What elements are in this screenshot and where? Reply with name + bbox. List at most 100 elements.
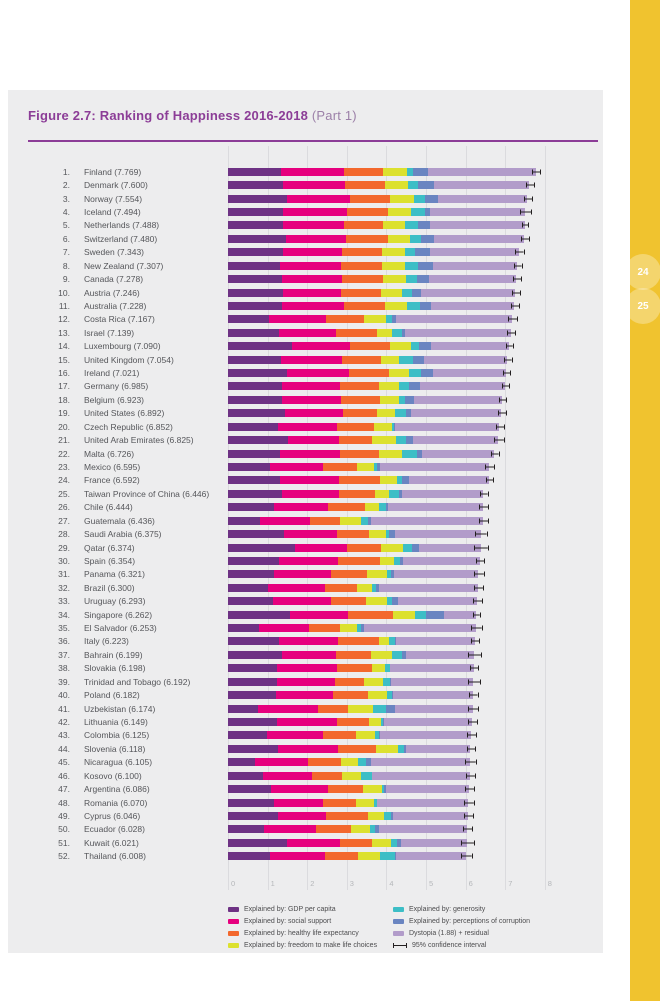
bar-segment-generosity	[397, 476, 402, 485]
bar-segment-gdp	[228, 275, 283, 284]
country-score-label: Slovakia (6.198)	[84, 663, 146, 674]
bar-segment-generosity	[370, 825, 376, 834]
stacked-bar	[228, 677, 545, 686]
rank-label: 1.	[62, 166, 70, 177]
bar-segment-social	[285, 234, 346, 243]
bar-segment-gdp	[228, 462, 271, 471]
country-score-label: Qatar (6.374)	[84, 542, 135, 553]
bar-segment-corruption	[406, 436, 414, 445]
bar-segment-health	[349, 194, 391, 203]
bar-segment-health	[337, 556, 380, 565]
bar-segment-generosity	[394, 556, 401, 565]
bar-segment-freedom	[356, 462, 375, 471]
bar-segment-corruption	[400, 556, 404, 565]
rank-label: 35.	[58, 623, 70, 634]
bar-segment-dystopia	[393, 691, 473, 700]
country-score-label: Canada (7.278)	[84, 274, 144, 285]
bar-segment-corruption	[393, 422, 395, 431]
bar-segment-gdp	[228, 785, 272, 794]
bar-segment-corruption	[425, 207, 430, 216]
bar-segment-generosity	[406, 275, 418, 284]
rank-label: 51.	[58, 837, 70, 848]
stacked-bar	[228, 811, 545, 820]
stacked-bar	[228, 543, 545, 552]
stacked-bar	[228, 221, 545, 230]
bar-segment-dystopia	[380, 731, 471, 740]
bar-segment-dystopia	[434, 181, 530, 190]
x-tick-label: 6	[468, 879, 473, 888]
ci-whisker	[504, 357, 513, 363]
rank-label: 14.	[58, 341, 70, 352]
bar-segment-generosity	[391, 650, 402, 659]
bar-segment-corruption	[391, 811, 393, 820]
bar-segment-corruption	[418, 261, 434, 270]
ci-whisker	[494, 437, 505, 443]
bar-segment-gdp	[228, 718, 278, 726]
bar-segment-dystopia	[418, 543, 481, 552]
bar-segment-social	[278, 422, 338, 431]
bar-segment-social	[280, 476, 339, 485]
country-score-label: Malta (6.726)	[84, 448, 135, 459]
bar-segment-health	[332, 691, 368, 700]
country-score-label: Denmark (7.600)	[84, 180, 148, 191]
bar-segment-health	[350, 342, 391, 351]
ci-whisker	[486, 477, 495, 483]
bar-segment-gdp	[228, 449, 280, 458]
stacked-bar	[228, 516, 545, 525]
bar-row: 20. Czech Republic (6.852)	[30, 420, 550, 433]
bar-segment-corruption	[415, 248, 430, 257]
bar-segment-health	[340, 288, 382, 297]
bar-segment-gdp	[228, 664, 278, 673]
bar-segment-dystopia	[433, 261, 518, 270]
country-score-label: Guatemala (6.436)	[84, 515, 155, 526]
ci-whisker	[514, 263, 523, 269]
bar-segment-social	[284, 409, 343, 418]
country-score-label: Chile (6.444)	[84, 502, 133, 513]
x-tick-label: 2	[310, 879, 315, 888]
bar-segment-social	[277, 744, 339, 753]
stacked-bar	[228, 583, 545, 592]
bar-segment-freedom	[348, 704, 374, 713]
ci-whisker	[521, 222, 530, 228]
bar-segment-health	[345, 181, 385, 190]
bar-segment-dystopia	[409, 476, 490, 485]
country-score-label: Uzbekistan (6.174)	[84, 703, 156, 714]
ci-whisker	[485, 464, 496, 470]
bar-segment-corruption	[366, 758, 372, 767]
bar-segment-gdp	[228, 422, 279, 431]
bar-segment-health	[347, 207, 388, 216]
bar-segment-generosity	[373, 704, 386, 713]
bar-segment-corruption	[377, 462, 380, 471]
title-rule	[28, 140, 598, 142]
bar-segment-generosity	[402, 288, 412, 297]
bar-segment-health	[309, 516, 340, 525]
bar-segment-corruption	[389, 664, 391, 673]
bar-segment-gdp	[228, 167, 282, 176]
rank-label: 8.	[62, 260, 70, 271]
stacked-bar	[228, 476, 545, 485]
bar-row: 22. Malta (6.726)	[30, 447, 550, 460]
bar-segment-gdp	[228, 476, 281, 485]
ci-whisker	[465, 786, 476, 792]
bar-segment-gdp	[228, 194, 287, 203]
bar-row: 9. Canada (7.278)	[30, 272, 550, 285]
figure-title-bold: Figure 2.7: Ranking of Happiness 2016-20…	[28, 108, 309, 123]
bar-segment-freedom	[381, 248, 405, 257]
country-score-label: Austria (7.246)	[84, 287, 140, 298]
bar-row: 43. Colombia (6.125)	[30, 729, 550, 742]
bar-segment-freedom	[373, 422, 392, 431]
bar-segment-gdp	[228, 570, 274, 579]
stacked-bar	[228, 731, 545, 740]
bar-segment-freedom	[382, 275, 406, 284]
bar-segment-gdp	[228, 301, 283, 310]
bar-segment-social	[259, 624, 309, 633]
legend-label: Explained by: freedom to make life choic…	[244, 942, 378, 950]
bar-segment-gdp	[228, 382, 283, 391]
bar-segment-social	[282, 288, 341, 297]
bar-segment-social	[278, 328, 337, 337]
bar-row: 27. Guatemala (6.436)	[30, 514, 550, 527]
bar-segment-dystopia	[429, 275, 517, 284]
bar-segment-generosity	[387, 570, 392, 579]
bar-row: 52. Thailand (6.008)	[30, 850, 550, 863]
bar-segment-dystopia	[403, 556, 480, 565]
